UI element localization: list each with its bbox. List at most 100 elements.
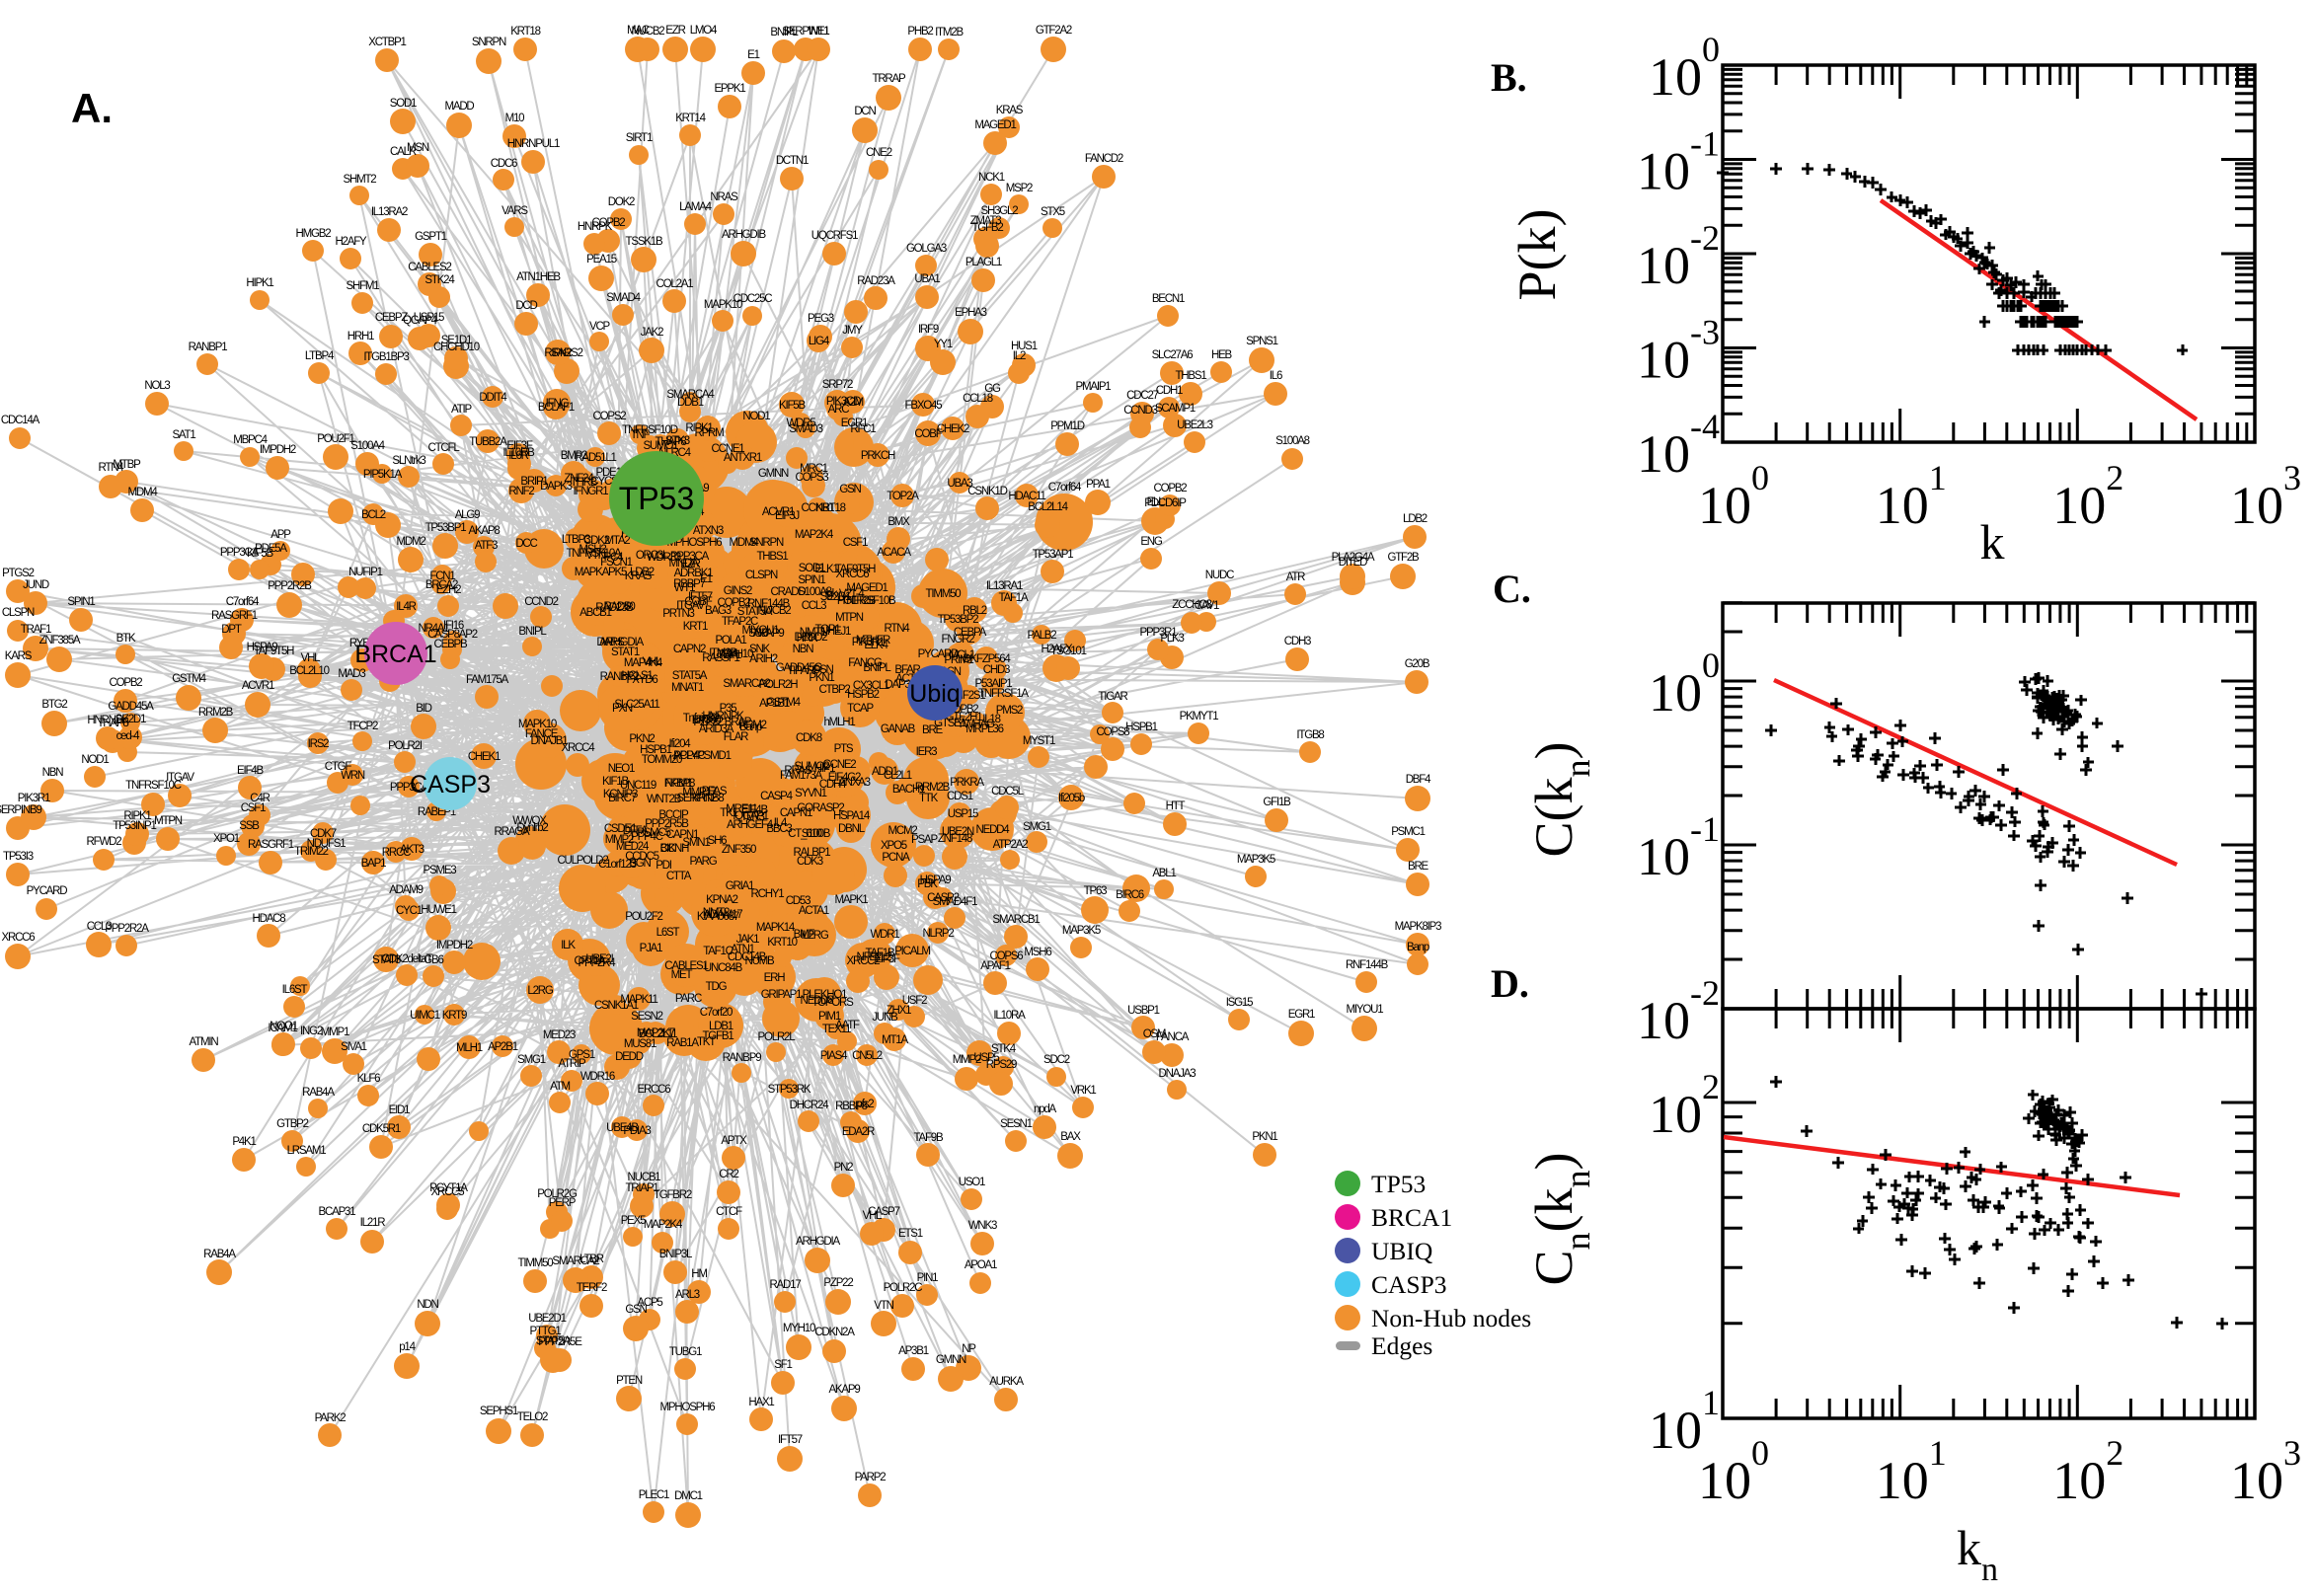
- svg-text:CDK3: CDK3: [797, 856, 823, 868]
- svg-text:CTTA: CTTA: [666, 871, 692, 882]
- svg-text:MMP2: MMP2: [605, 834, 634, 846]
- svg-text:XRCC6: XRCC6: [2, 932, 36, 944]
- svg-text:P(k): P(k): [1507, 209, 1567, 301]
- svg-text:MDM2: MDM2: [396, 536, 425, 548]
- svg-text:TDG: TDG: [706, 981, 728, 993]
- svg-text:ARHGEF4: ARHGEF4: [727, 819, 774, 831]
- svg-text:EZR: EZR: [680, 559, 700, 570]
- svg-text:GTBP2: GTBP2: [276, 1118, 309, 1130]
- svg-text:IL6ST: IL6ST: [282, 984, 308, 996]
- svg-text:MTPN: MTPN: [154, 815, 183, 827]
- svg-text:FANCG: FANCG: [848, 657, 883, 669]
- svg-text:IFNG: IFNG: [546, 398, 570, 410]
- svg-text:HIP1: HIP1: [814, 763, 836, 775]
- svg-text:BMF: BMF: [794, 929, 815, 941]
- svg-text:RBL2: RBL2: [963, 605, 987, 617]
- svg-text:BRIP1: BRIP1: [520, 476, 548, 488]
- svg-text:ITGAV: ITGAV: [166, 772, 194, 784]
- svg-text:SUMO2: SUMO2: [795, 761, 830, 773]
- svg-text:LRSAM1: LRSAM1: [287, 1145, 327, 1157]
- svg-text:CDKN2A: CDKN2A: [814, 1327, 855, 1338]
- svg-text:HRH1: HRH1: [347, 331, 374, 342]
- svg-text:MAPK1: MAPK1: [835, 894, 869, 906]
- svg-text:PN2: PN2: [834, 1162, 854, 1174]
- svg-text:TRAF1: TRAF1: [21, 624, 51, 636]
- svg-text:PDIA3: PDIA3: [623, 1125, 651, 1137]
- svg-text:MT1A: MT1A: [882, 1034, 908, 1046]
- svg-text:IL13RA1: IL13RA1: [986, 580, 1023, 592]
- svg-text:PARC: PARC: [675, 993, 702, 1005]
- svg-text:TNFRSF10C: TNFRSF10C: [125, 780, 182, 792]
- svg-text:GORASP2: GORASP2: [797, 802, 844, 814]
- svg-text:TP63: TP63: [1084, 885, 1107, 897]
- svg-text:NLRP2: NLRP2: [922, 928, 954, 940]
- svg-text:HDAC11: HDAC11: [1008, 491, 1045, 502]
- svg-text:TIMM50: TIMM50: [926, 588, 962, 600]
- svg-text:k: k: [1980, 514, 2005, 570]
- svg-text:RANBP9: RANBP9: [723, 1052, 762, 1064]
- svg-text:SLNtrk3: SLNtrk3: [392, 455, 425, 467]
- svg-text:QGAP4: QGAP4: [403, 315, 437, 327]
- svg-text:ADAM17: ADAM17: [704, 909, 743, 921]
- svg-text:CL2L1: CL2L1: [884, 770, 912, 782]
- svg-text:L2RG: L2RG: [527, 985, 553, 997]
- svg-text:MAPK10: MAPK10: [518, 719, 557, 730]
- svg-text:RAD23B: RAD23B: [595, 602, 634, 614]
- svg-text:NUMB: NUMB: [744, 955, 775, 967]
- svg-text:NOD1: NOD1: [742, 411, 770, 422]
- svg-text:UBE4B: UBE4B: [606, 1122, 639, 1134]
- svg-text:IL13RA2: IL13RA2: [371, 206, 408, 218]
- svg-text:RAD51L1: RAD51L1: [575, 452, 616, 464]
- svg-text:BTG2: BTG2: [41, 699, 67, 711]
- svg-text:PZP22: PZP22: [823, 1277, 853, 1289]
- svg-text:TFCP2: TFCP2: [347, 721, 378, 732]
- svg-text:Tnfaip8l2: Tnfaip8l2: [683, 713, 720, 724]
- svg-text:THBS1: THBS1: [756, 551, 788, 563]
- svg-text:CTCF: CTCF: [716, 1206, 742, 1218]
- svg-text:JUND: JUND: [23, 579, 49, 591]
- svg-text:USO1: USO1: [959, 1177, 985, 1188]
- svg-text:HCLS1: HCLS1: [621, 670, 653, 682]
- svg-text:PPA1: PPA1: [1086, 479, 1111, 491]
- svg-text:TOPORS: TOPORS: [811, 997, 854, 1009]
- svg-text:H2AFX: H2AFX: [1041, 644, 1073, 655]
- svg-text:NFE2L2: NFE2L2: [857, 951, 892, 963]
- svg-text:TEX11: TEX11: [822, 1024, 851, 1035]
- svg-text:CABLES1: CABLES1: [664, 960, 708, 972]
- svg-text:DPT: DPT: [221, 624, 242, 636]
- svg-text:MED24: MED24: [616, 841, 650, 853]
- svg-text:BRE: BRE: [922, 724, 944, 736]
- svg-text:RNF144B: RNF144B: [1346, 959, 1389, 971]
- svg-text:P4K1: P4K1: [232, 1136, 256, 1148]
- svg-text:BMP2: BMP2: [561, 450, 587, 462]
- svg-text:UBE2I: UBE2I: [585, 953, 613, 965]
- svg-text:RAB1A: RAB1A: [666, 1037, 699, 1049]
- svg-text:NPM1: NPM1: [664, 778, 692, 790]
- svg-text:ADAM9: ADAM9: [389, 884, 423, 896]
- svg-text:PRKCH: PRKCH: [861, 450, 895, 462]
- svg-text:PRIM1: PRIM1: [944, 654, 973, 666]
- svg-text:XRCC4: XRCC4: [562, 742, 596, 754]
- svg-text:PXN: PXN: [612, 703, 633, 715]
- svg-text:CCND2: CCND2: [524, 596, 558, 608]
- svg-text:RASSF1: RASSF1: [702, 652, 739, 664]
- svg-text:RRM2: RRM2: [738, 720, 767, 731]
- svg-text:DAP3: DAP3: [885, 679, 910, 691]
- svg-text:VTN: VTN: [874, 1300, 893, 1312]
- svg-text:JAK1: JAK1: [736, 934, 759, 946]
- svg-text:Banp: Banp: [1407, 942, 1429, 953]
- svg-text:TUBG1: TUBG1: [669, 1346, 702, 1358]
- svg-text:TNFRSF10D: TNFRSF10D: [622, 424, 678, 436]
- svg-text:EP300: EP300: [692, 715, 721, 726]
- svg-text:TRIM22: TRIM22: [294, 846, 329, 858]
- svg-text:CDH4: CDH4: [819, 779, 847, 791]
- svg-text:SCAMP1: SCAMP1: [1155, 403, 1196, 415]
- svg-text:ING2: ING2: [300, 1026, 323, 1037]
- svg-text:L6ST: L6ST: [656, 927, 680, 939]
- svg-text:RRCC: RRCC: [382, 847, 411, 859]
- svg-text:PZP22: PZP22: [693, 717, 723, 728]
- svg-text:NUCB2: NUCB2: [632, 26, 665, 38]
- svg-text:MAGED1: MAGED1: [846, 582, 888, 594]
- svg-text:CDC5L: CDC5L: [991, 786, 1025, 798]
- svg-text:TOP1: TOP1: [814, 624, 840, 636]
